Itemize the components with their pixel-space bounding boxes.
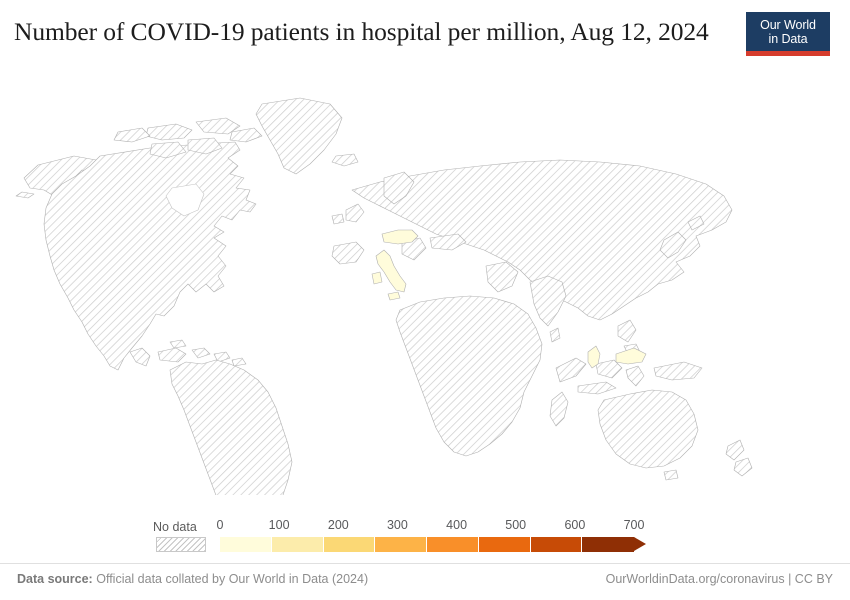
- chart-header: Number of COVID-19 patients in hospital …: [14, 12, 836, 58]
- data-source-label: Data source:: [17, 572, 93, 586]
- legend-tick-labels: 0 100 200 300 400 500 600 700: [216, 518, 700, 535]
- legend-bin-500-600[interactable]: [478, 537, 531, 552]
- legend-bin-0-100[interactable]: [220, 537, 272, 552]
- owid-logo-line-2: in Data: [768, 32, 808, 46]
- owid-logo-line-1: Our World: [760, 18, 816, 32]
- world-map[interactable]: [0, 70, 850, 495]
- legend-bin-700-plus[interactable]: [582, 537, 634, 552]
- owid-logo[interactable]: Our World in Data: [746, 12, 830, 56]
- map-legend: No data 0 100 200 300 400 500 600 700: [0, 505, 850, 557]
- map-region-with-data[interactable]: [371, 229, 647, 369]
- legend-bin-300-400[interactable]: [375, 537, 428, 552]
- legend-color-scale[interactable]: 0 100 200 300 400 500 600 700: [217, 518, 700, 552]
- attribution-link[interactable]: OurWorldinData.org/coronavirus | CC BY: [605, 572, 833, 586]
- legend-no-data-swatch[interactable]: [156, 537, 206, 552]
- legend-tick-700: 700: [623, 518, 645, 532]
- legend-bin-200-300[interactable]: [323, 537, 376, 552]
- footer-divider: [0, 563, 850, 564]
- legend-tick-400: 400: [446, 518, 468, 532]
- legend-tick-200: 200: [327, 518, 349, 532]
- page-title: Number of COVID-19 patients in hospital …: [14, 17, 709, 46]
- chart-footer: Data source: Official data collated by O…: [14, 572, 836, 592]
- legend-tick-300: 300: [386, 518, 408, 532]
- legend-tick-500: 500: [505, 518, 527, 532]
- legend-bin-600-700[interactable]: [530, 537, 583, 552]
- legend-arrow-icon: [634, 537, 646, 551]
- legend-tick-0: 0: [216, 518, 224, 532]
- legend-bin-100-200[interactable]: [271, 537, 324, 552]
- legend-tick-100: 100: [268, 518, 290, 532]
- legend-tick-600: 600: [564, 518, 586, 532]
- data-source-text: Official data collated by Our World in D…: [96, 572, 369, 586]
- data-source: Data source: Official data collated by O…: [17, 572, 368, 586]
- legend-bins[interactable]: [220, 537, 634, 552]
- map-region-no-data[interactable]: [15, 97, 753, 495]
- legend-no-data-label: No data: [153, 520, 197, 534]
- legend-bin-400-500[interactable]: [427, 537, 479, 552]
